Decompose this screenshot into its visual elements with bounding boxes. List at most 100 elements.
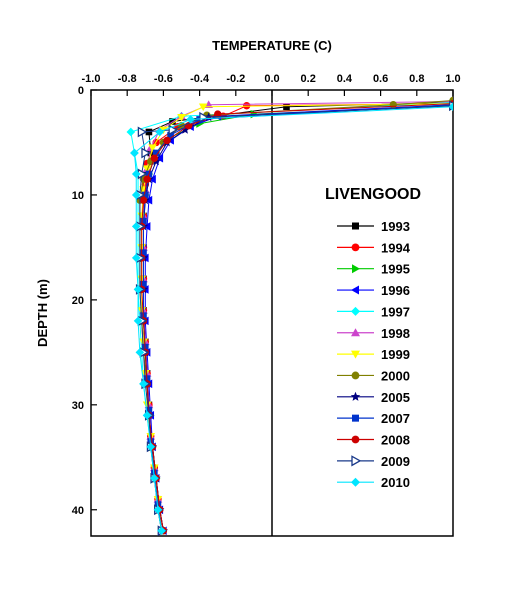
data-point: [131, 169, 141, 179]
data-point: [150, 154, 159, 162]
legend-label: 1993: [381, 219, 410, 234]
x-tick-label: 0.8: [409, 73, 424, 85]
data-point: [351, 243, 360, 252]
legend-label: 1998: [381, 326, 410, 341]
data-point: [152, 149, 160, 157]
legend-title: LIVENGOOD: [325, 186, 421, 203]
y-tick-label: 0: [78, 85, 84, 97]
legend-item-2000: 2000: [337, 368, 410, 383]
legend-item-1997: 1997: [337, 304, 410, 319]
legend-item-1993: 1993: [337, 219, 410, 234]
axis-ticks: -1.0 -0.8 -0.6 -0.4 -0.2 0.0 0.2 0.4 0.6 0.8 1.0 0 1…: [72, 73, 461, 536]
data-point: [126, 127, 136, 137]
legend-item-2005: 2005: [337, 390, 410, 405]
y-tick-label: 20: [72, 295, 84, 307]
data-point: [199, 111, 209, 123]
data-point: [155, 127, 165, 137]
legend-item-1999: 1999: [337, 347, 410, 362]
data-point: [139, 338, 148, 347]
data-point: [283, 103, 290, 111]
data-point: [167, 131, 174, 139]
data-point: [351, 477, 360, 487]
data-point: [135, 348, 145, 357]
legend-item-1995: 1995: [337, 262, 410, 277]
data-point: [448, 102, 453, 112]
legend-label: 2000: [381, 368, 410, 383]
y-tick-label: 10: [72, 190, 84, 202]
data-point: [150, 464, 159, 473]
legend-item-2009: 2009: [337, 454, 410, 469]
y-axis-title: DEPTH (m): [35, 279, 50, 347]
x-tick-label: 0.0: [264, 73, 279, 85]
legend: 1993 1994 1995 1996 1997 1998 1999 2000 2005 2007…: [337, 219, 411, 490]
legend-label: 1997: [381, 304, 410, 319]
data-point: [352, 222, 359, 230]
data-point: [351, 285, 359, 295]
data-point: [204, 100, 213, 108]
data-point: [137, 126, 148, 138]
data-point: [351, 435, 360, 444]
legend-item-2007: 2007: [337, 411, 410, 426]
data-point: [142, 411, 152, 420]
data-point: [148, 144, 157, 153]
data-point: [352, 414, 359, 422]
x-tick-label: 0.6: [373, 73, 388, 85]
data-point: [139, 379, 148, 389]
data-point: [198, 103, 208, 112]
legend-label: 1994: [381, 240, 411, 255]
data-point: [131, 222, 141, 231]
series-2010: [130, 102, 453, 536]
data-point: [141, 147, 151, 159]
series-line: [141, 103, 453, 531]
x-tick-label: 0.4: [337, 73, 353, 85]
data-point: [177, 113, 186, 122]
legend-label: 2007: [381, 411, 410, 426]
data-point: [130, 148, 139, 158]
data-point: [146, 442, 156, 452]
data-point: [186, 115, 195, 124]
data-point: [151, 469, 158, 477]
data-point: [139, 196, 148, 204]
data-point: [131, 190, 141, 200]
legend-label: 2009: [381, 454, 410, 469]
data-point: [153, 505, 163, 515]
legend-item-2010: 2010: [337, 475, 410, 490]
data-point: [142, 401, 152, 410]
legend-label: 1996: [381, 283, 410, 298]
data-point: [351, 371, 360, 380]
series-layer: [126, 96, 453, 536]
data-point: [140, 249, 147, 256]
legend-label: 2008: [381, 433, 410, 448]
data-point: [180, 125, 190, 134]
data-point: [351, 306, 360, 316]
y-tick-label: 30: [72, 400, 84, 412]
data-point: [142, 222, 151, 231]
data-point: [157, 526, 166, 536]
x-tick-label: 1.0: [445, 73, 460, 85]
data-point: [133, 285, 143, 294]
legend-item-1994: 1994: [337, 240, 411, 255]
data-point: [350, 391, 361, 401]
data-point: [133, 316, 143, 326]
data-point: [141, 370, 150, 378]
x-tick-label: -1.0: [82, 73, 101, 85]
data-point: [140, 280, 147, 288]
data-point: [163, 136, 171, 145]
legend-label: 1999: [381, 347, 410, 362]
x-tick-label: -0.8: [118, 73, 137, 85]
x-tick-label: -0.4: [190, 73, 210, 85]
y-tick-label: 40: [72, 505, 84, 517]
data-point: [351, 455, 362, 467]
legend-label: 2010: [381, 475, 410, 490]
x-axis-title: TEMPERATURE (C): [212, 38, 332, 53]
data-point: [154, 501, 162, 508]
legend-item-1998: 1998: [337, 326, 410, 341]
data-point: [148, 174, 156, 184]
data-point: [140, 217, 147, 225]
data-point: [352, 264, 360, 274]
x-tick-label: 0.2: [301, 73, 316, 85]
data-point: [155, 153, 164, 163]
data-point: [131, 253, 141, 263]
data-point: [389, 100, 397, 109]
